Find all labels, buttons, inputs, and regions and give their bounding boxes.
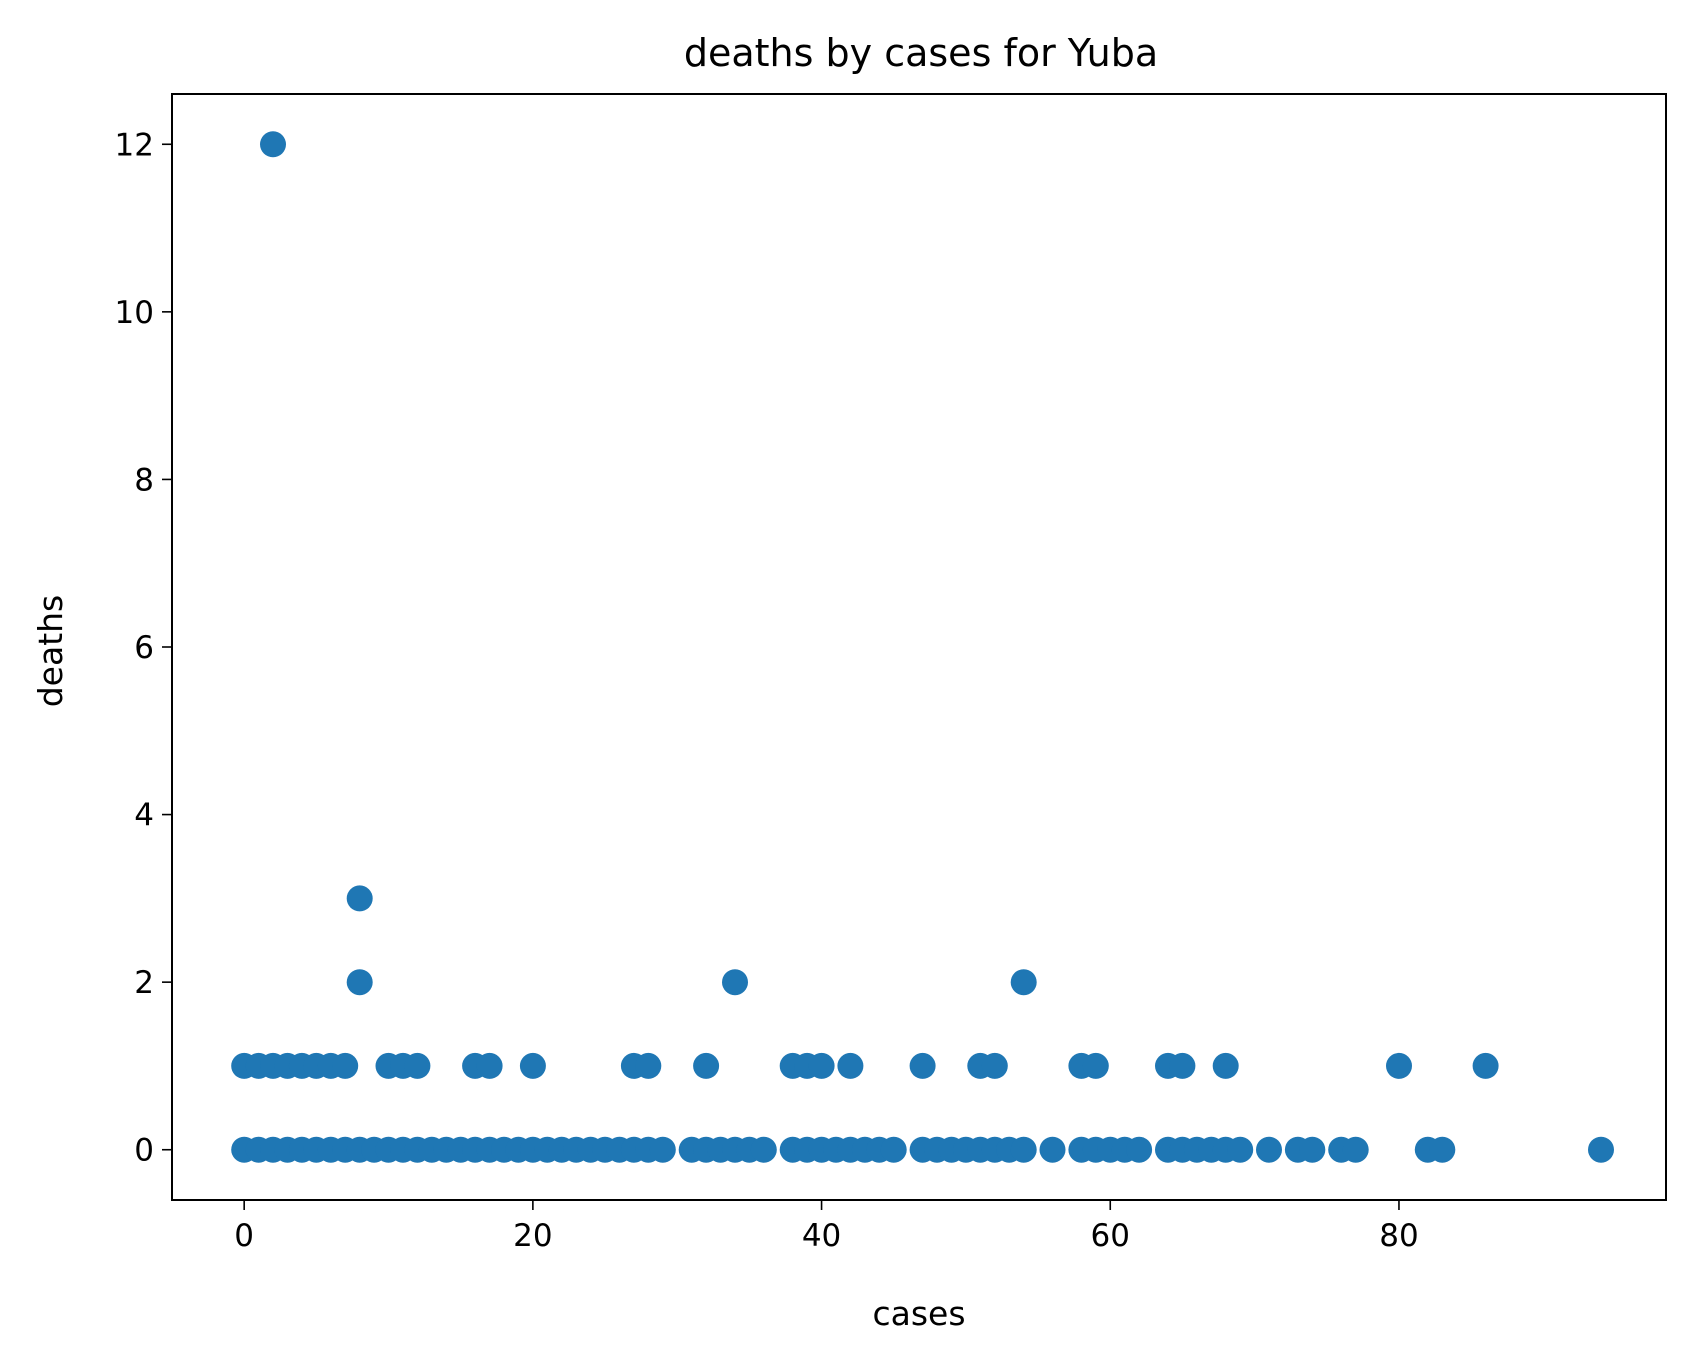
data-point — [1212, 1052, 1239, 1079]
data-point — [1299, 1136, 1326, 1163]
x-axis-ticks: 0 20 40 60 80 — [234, 1200, 1419, 1254]
x-tick-label: 0 — [234, 1218, 254, 1254]
x-tick-label: 20 — [513, 1218, 552, 1254]
data-point — [808, 1052, 835, 1079]
x-tick-label: 80 — [1379, 1218, 1418, 1254]
data-point — [693, 1052, 720, 1079]
plot-frame — [171, 93, 1667, 1201]
x-tick-label: 40 — [802, 1218, 841, 1254]
data-points — [231, 131, 1614, 1163]
y-tick-label: 10 — [115, 295, 154, 331]
data-point — [332, 1052, 359, 1079]
y-tick-label: 0 — [134, 1133, 154, 1169]
data-point — [346, 969, 373, 996]
data-point — [519, 1052, 546, 1079]
data-point — [750, 1136, 777, 1163]
y-tick-label: 6 — [134, 630, 154, 666]
data-point — [346, 885, 373, 912]
data-point — [1169, 1052, 1196, 1079]
data-point — [1010, 1136, 1037, 1163]
data-point — [837, 1052, 864, 1079]
data-point — [909, 1052, 936, 1079]
data-point — [1227, 1136, 1254, 1163]
x-axis-label: cases — [872, 1294, 965, 1333]
data-point — [1256, 1136, 1282, 1163]
data-point — [649, 1136, 676, 1163]
data-point — [880, 1136, 907, 1163]
data-point — [1429, 1136, 1456, 1163]
data-point — [1082, 1052, 1109, 1079]
data-point — [260, 131, 286, 158]
data-point — [1039, 1136, 1066, 1163]
data-point — [1588, 1136, 1614, 1163]
chart-title: deaths by cases for Yuba — [684, 31, 1158, 75]
y-tick-label: 8 — [134, 462, 154, 498]
data-point — [476, 1052, 503, 1079]
data-point — [404, 1052, 431, 1079]
data-point — [722, 969, 748, 996]
y-tick-label: 2 — [134, 965, 154, 1001]
data-point — [635, 1052, 662, 1079]
data-point — [1342, 1136, 1369, 1163]
data-point — [1126, 1136, 1153, 1163]
data-point — [1010, 969, 1037, 996]
y-axis-ticks: 0 2 4 6 8 10 12 — [115, 127, 172, 1169]
data-point — [1472, 1052, 1499, 1079]
data-point — [1386, 1052, 1412, 1079]
x-tick-label: 60 — [1091, 1218, 1130, 1254]
y-axis-label: deaths — [31, 595, 70, 708]
y-tick-label: 4 — [134, 798, 154, 834]
y-tick-label: 12 — [115, 127, 154, 163]
data-point — [981, 1052, 1008, 1079]
